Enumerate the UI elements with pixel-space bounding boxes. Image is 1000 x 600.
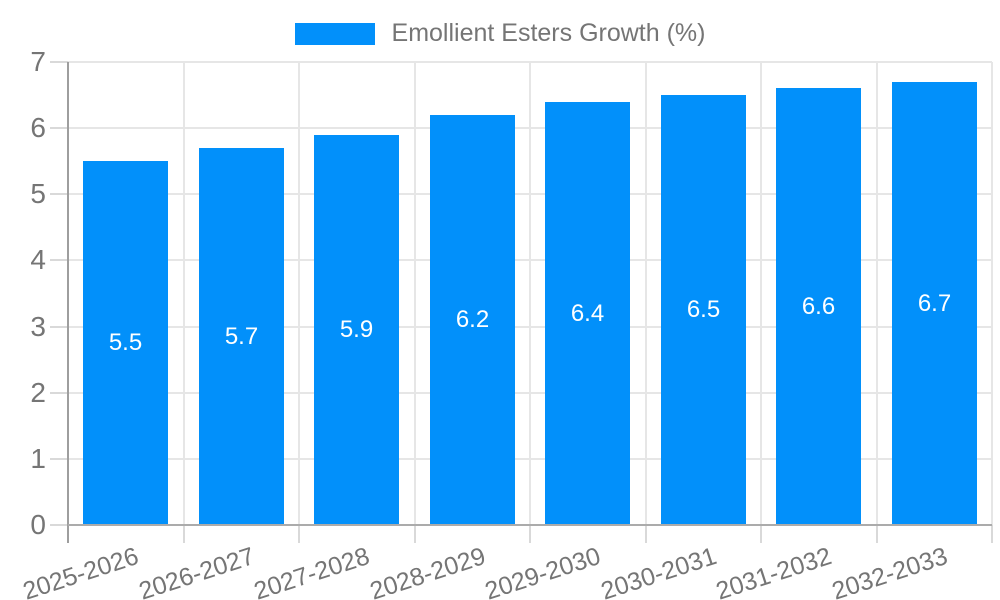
bar-value-label: 6.6 <box>801 292 836 320</box>
plot-area: 0 1 2 3 4 5 6 7 5.5 5.7 5.9 6.2 6.4 6.5 6.6 6.7 2025-202… <box>20 46 993 600</box>
x-tick <box>991 525 993 543</box>
y-tick <box>50 325 68 328</box>
y-tick <box>50 524 68 526</box>
y-tick <box>50 391 68 394</box>
x-tick-label: 2026-2027 <box>135 542 258 600</box>
v-gridline <box>298 62 300 525</box>
legend-label: Emollient Esters Growth (%) <box>391 19 706 47</box>
y-tick <box>50 193 68 196</box>
y-tick-label: 4 <box>30 244 46 276</box>
y-tick <box>50 61 68 63</box>
y-tick <box>50 259 68 262</box>
bar: 6.4 <box>545 102 630 525</box>
x-tick <box>876 525 878 543</box>
y-tick-label: 6 <box>30 112 46 144</box>
x-tick-label: 2029-2030 <box>481 542 605 600</box>
v-gridline <box>645 62 647 525</box>
v-gridline <box>876 62 878 525</box>
x-tick-label: 2030-2031 <box>597 542 720 600</box>
bar: 5.5 <box>83 161 168 525</box>
y-axis-line <box>67 62 69 543</box>
y-tick <box>50 127 68 130</box>
chart-legend: Emollient Esters Growth (%) <box>0 19 1000 48</box>
v-gridline <box>760 62 762 525</box>
v-gridline <box>991 62 993 525</box>
x-tick <box>183 525 185 543</box>
v-gridline <box>414 62 416 525</box>
x-tick <box>760 525 762 543</box>
x-tick-label: 2027-2028 <box>250 542 374 600</box>
y-tick-label: 0 <box>30 509 46 540</box>
x-tick <box>645 525 647 543</box>
bar: 6.5 <box>661 95 746 525</box>
bar-value-label: 5.5 <box>108 329 143 356</box>
y-tick <box>50 457 68 460</box>
x-tick <box>414 525 416 543</box>
bar-value-label: 6.2 <box>455 306 490 333</box>
y-tick-label: 2 <box>30 376 46 408</box>
bar: 6.6 <box>776 88 861 525</box>
x-tick-label: 2028-2029 <box>366 542 489 600</box>
x-tick-label: 2032-2033 <box>828 542 951 600</box>
x-tick <box>298 525 300 543</box>
v-gridline <box>183 62 185 525</box>
bar-value-label: 5.9 <box>339 316 374 343</box>
bar: 6.2 <box>430 115 515 525</box>
bar-value-label: 6.4 <box>570 299 605 327</box>
x-tick-label: 2031-2032 <box>712 542 836 600</box>
bar-value-label: 6.7 <box>917 289 952 317</box>
y-tick-label: 3 <box>30 310 46 342</box>
y-tick-label: 1 <box>30 442 46 474</box>
bar: 5.7 <box>199 148 284 525</box>
x-axis-baseline <box>68 524 992 526</box>
bar-value-label: 5.7 <box>224 322 259 350</box>
bar: 6.7 <box>892 82 977 525</box>
v-gridline <box>529 62 531 525</box>
x-tick <box>529 525 531 543</box>
y-tick-label: 7 <box>30 46 46 77</box>
bar: 5.9 <box>314 135 399 525</box>
x-tick-label: 2025-2026 <box>19 542 143 600</box>
legend-swatch <box>294 22 375 45</box>
y-tick-label: 5 <box>30 178 46 210</box>
bar-value-label: 6.5 <box>686 296 721 323</box>
